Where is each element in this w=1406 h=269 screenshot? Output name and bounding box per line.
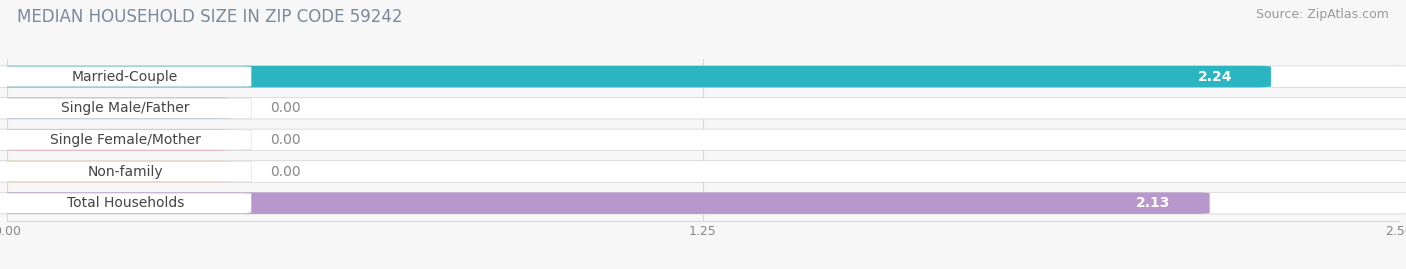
Text: Source: ZipAtlas.com: Source: ZipAtlas.com [1256,8,1389,21]
Text: 2.24: 2.24 [1198,70,1232,84]
FancyBboxPatch shape [0,66,1406,87]
FancyBboxPatch shape [0,192,1406,214]
Text: 0.00: 0.00 [270,101,301,115]
Text: 0.00: 0.00 [270,133,301,147]
FancyBboxPatch shape [0,161,231,182]
Text: 0.00: 0.00 [270,165,301,179]
Text: Total Households: Total Households [66,196,184,210]
Text: Single Female/Mother: Single Female/Mother [49,133,201,147]
FancyBboxPatch shape [0,98,252,118]
FancyBboxPatch shape [0,161,252,182]
FancyBboxPatch shape [0,97,1406,119]
FancyBboxPatch shape [0,129,231,151]
FancyBboxPatch shape [0,130,252,150]
FancyBboxPatch shape [0,97,231,119]
Text: Married-Couple: Married-Couple [72,70,179,84]
FancyBboxPatch shape [0,129,1406,151]
FancyBboxPatch shape [0,66,1271,87]
FancyBboxPatch shape [0,192,1209,214]
FancyBboxPatch shape [0,66,252,87]
Text: 2.13: 2.13 [1136,196,1171,210]
FancyBboxPatch shape [0,161,1406,182]
Text: Non-family: Non-family [87,165,163,179]
FancyBboxPatch shape [0,193,252,213]
Text: MEDIAN HOUSEHOLD SIZE IN ZIP CODE 59242: MEDIAN HOUSEHOLD SIZE IN ZIP CODE 59242 [17,8,402,26]
Text: Single Male/Father: Single Male/Father [60,101,190,115]
